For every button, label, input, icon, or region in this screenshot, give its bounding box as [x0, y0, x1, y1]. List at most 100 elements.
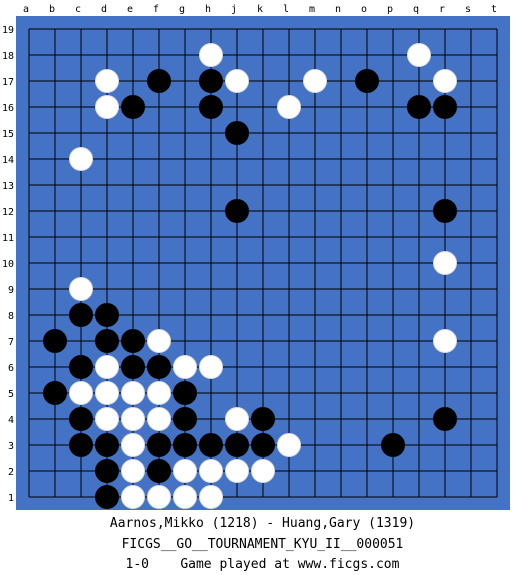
- black-stone-e6: [121, 355, 145, 379]
- black-stone-d8: [95, 303, 119, 327]
- black-stone-h3: [199, 433, 223, 457]
- black-stone-p3: [381, 433, 405, 457]
- black-stone-f6: [147, 355, 171, 379]
- column-label-e: e: [127, 4, 133, 15]
- black-stone-d7: [95, 329, 119, 353]
- white-stone-g6: [173, 355, 197, 379]
- black-stone-f3: [147, 433, 171, 457]
- row-label-12: 12: [2, 207, 14, 218]
- row-label-11: 11: [2, 233, 14, 244]
- white-stone-g1: [173, 485, 197, 509]
- white-stone-e4: [121, 407, 145, 431]
- white-stone-c9: [69, 277, 93, 301]
- black-stone-h17: [199, 69, 223, 93]
- white-stone-e5: [121, 381, 145, 405]
- column-label-h: h: [205, 4, 211, 15]
- tournament-caption: FICGS__GO__TOURNAMENT_KYU_II__000051: [121, 537, 404, 552]
- white-stone-e3: [121, 433, 145, 457]
- white-stone-g2: [173, 459, 197, 483]
- white-stone-f7: [147, 329, 171, 353]
- white-stone-e1: [121, 485, 145, 509]
- row-label-5: 5: [8, 389, 14, 400]
- column-label-a: a: [23, 4, 29, 15]
- black-stone-f17: [147, 69, 171, 93]
- black-stone-g5: [173, 381, 197, 405]
- white-stone-j17: [225, 69, 249, 93]
- row-label-4: 4: [8, 415, 14, 426]
- column-label-n: n: [335, 4, 341, 15]
- row-label-16: 16: [2, 103, 14, 114]
- black-stone-e16: [121, 95, 145, 119]
- white-stone-l3: [277, 433, 301, 457]
- row-labels: 19 18 17 16 15 14 13 12 11 10 9 8 7 6 5 4 3 2 1: [2, 25, 14, 504]
- column-label-s: s: [465, 4, 471, 15]
- white-stone-c5: [69, 381, 93, 405]
- white-stone-r10: [433, 251, 457, 275]
- white-stone-j2: [225, 459, 249, 483]
- white-stone-r17: [433, 69, 457, 93]
- black-stone-h16: [199, 95, 223, 119]
- black-stone-c8: [69, 303, 93, 327]
- black-stone-g3: [173, 433, 197, 457]
- black-stone-o17: [355, 69, 379, 93]
- white-stone-m17: [303, 69, 327, 93]
- white-stone-k2: [251, 459, 275, 483]
- black-stone-k4: [251, 407, 275, 431]
- column-label-t: t: [491, 4, 497, 15]
- row-label-2: 2: [8, 467, 14, 478]
- black-stone-c4: [69, 407, 93, 431]
- row-label-19: 19: [2, 25, 14, 36]
- black-stone-j15: [225, 121, 249, 145]
- black-stone-d1: [95, 485, 119, 509]
- black-stone-d3: [95, 433, 119, 457]
- row-label-7: 7: [8, 337, 14, 348]
- white-stone-h18: [199, 43, 223, 67]
- players-caption: Aarnos,Mikko (1218) - Huang,Gary (1319): [109, 516, 416, 531]
- result-caption: 1-0 Game played at www.ficgs.com: [125, 557, 400, 572]
- column-label-j: j: [231, 4, 237, 15]
- black-stone-g4: [173, 407, 197, 431]
- black-stone-c6: [69, 355, 93, 379]
- white-stone-f4: [147, 407, 171, 431]
- black-stone-k3: [251, 433, 275, 457]
- black-stone-q16: [407, 95, 431, 119]
- row-label-14: 14: [2, 155, 14, 166]
- column-label-o: o: [361, 4, 367, 15]
- black-stone-j12: [225, 199, 249, 223]
- column-label-k: k: [257, 4, 263, 15]
- black-stone-r4: [433, 407, 457, 431]
- column-label-b: b: [49, 4, 55, 15]
- white-stone-r7: [433, 329, 457, 353]
- white-stone-f1: [147, 485, 171, 509]
- white-stone-l16: [277, 95, 301, 119]
- white-stone-d16: [95, 95, 119, 119]
- column-label-p: p: [387, 4, 393, 15]
- column-label-g: g: [179, 4, 185, 15]
- row-label-13: 13: [2, 181, 14, 192]
- white-stone-h1: [199, 485, 223, 509]
- row-label-3: 3: [8, 441, 14, 452]
- row-label-18: 18: [2, 51, 14, 62]
- white-stone-d6: [95, 355, 119, 379]
- black-stone-j3: [225, 433, 249, 457]
- white-stone-j4: [225, 407, 249, 431]
- row-label-9: 9: [8, 285, 14, 296]
- black-stone-c3: [69, 433, 93, 457]
- white-stone-h2: [199, 459, 223, 483]
- row-label-10: 10: [2, 259, 14, 270]
- column-label-c: c: [75, 4, 81, 15]
- white-stone-f5: [147, 381, 171, 405]
- column-label-d: d: [101, 4, 107, 15]
- column-label-m: m: [309, 4, 315, 15]
- column-label-q: q: [413, 4, 419, 15]
- black-stone-d2: [95, 459, 119, 483]
- white-stone-h6: [199, 355, 223, 379]
- row-label-1: 1: [8, 493, 14, 504]
- white-stone-d17: [95, 69, 119, 93]
- white-stone-c14: [69, 147, 93, 171]
- white-stone-d4: [95, 407, 119, 431]
- white-stone-e2: [121, 459, 145, 483]
- white-stone-d5: [95, 381, 119, 405]
